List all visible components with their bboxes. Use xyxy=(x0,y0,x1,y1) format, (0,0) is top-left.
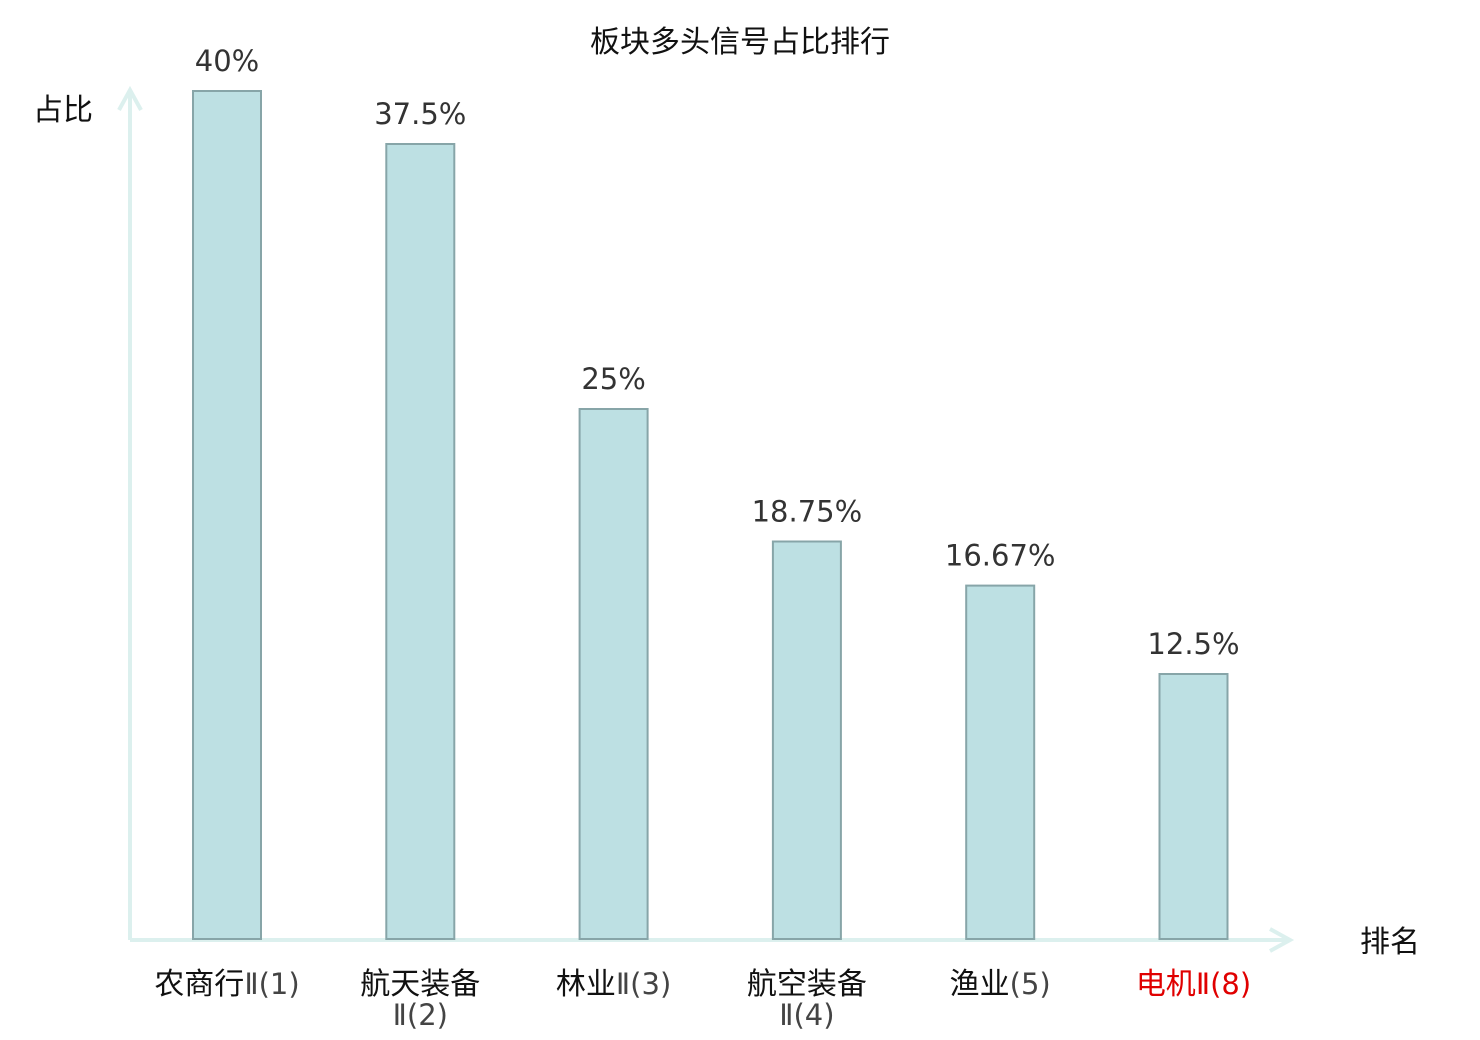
category-name: 渔业 xyxy=(950,967,1010,1002)
category-rank: Ⅱ(1) xyxy=(244,967,299,1001)
x-axis-arrowhead xyxy=(1269,927,1295,953)
category-name: 农商行 xyxy=(154,967,244,1002)
value-label-3: 25% xyxy=(581,362,645,396)
bar-1 xyxy=(192,90,262,940)
category-name: 航天装备 xyxy=(360,967,480,1002)
bar-4 xyxy=(771,540,842,940)
category-rank: Ⅱ(3) xyxy=(616,967,671,1001)
value-label-4: 18.75% xyxy=(752,495,863,529)
category-name: 林业 xyxy=(556,967,616,1002)
category-rank: Ⅱ(8) xyxy=(1196,967,1251,1001)
category-label-4: 航空装备 Ⅱ(4) xyxy=(747,967,867,1032)
category-label-6: 电机Ⅱ(8) xyxy=(1136,967,1251,1002)
bar-3 xyxy=(578,408,649,940)
value-label-2: 37.5% xyxy=(374,97,466,131)
category-rank: (5) xyxy=(1010,967,1051,1001)
x-axis xyxy=(130,927,1295,953)
value-label-1: 40% xyxy=(195,44,259,78)
category-label-2: 航天装备 Ⅱ(2) xyxy=(360,967,480,1032)
category-rank: Ⅱ(2) xyxy=(393,998,448,1032)
bar-2 xyxy=(385,143,456,940)
category-label-5: 渔业(5) xyxy=(950,967,1051,1002)
bar-series xyxy=(192,90,1229,940)
category-labels: 农商行Ⅱ(1) 航天装备 Ⅱ(2) 林业Ⅱ(3) 航空装备 Ⅱ(4) 渔业(5) 电机Ⅱ(8) xyxy=(154,967,1251,1032)
chart-title: 板块多头信号占比排行 xyxy=(590,25,890,60)
value-label-5: 16.67% xyxy=(945,539,1056,573)
category-rank: Ⅱ(4) xyxy=(779,998,834,1032)
value-label-6: 12.5% xyxy=(1147,627,1239,661)
value-labels: 40% 37.5% 25% 18.75% 16.67% 12.5% xyxy=(195,44,1240,661)
y-axis-title: 占比 xyxy=(33,93,93,128)
category-label-1: 农商行Ⅱ(1) xyxy=(154,967,299,1002)
bar-5 xyxy=(965,584,1036,940)
x-axis-title: 排名 xyxy=(1360,925,1420,960)
category-name: 电机 xyxy=(1136,967,1196,1002)
y-axis xyxy=(117,85,143,940)
category-label-3: 林业Ⅱ(3) xyxy=(556,967,671,1002)
category-name: 航空装备 xyxy=(747,967,867,1002)
y-axis-arrowhead xyxy=(117,85,143,111)
bar-6 xyxy=(1158,673,1229,940)
